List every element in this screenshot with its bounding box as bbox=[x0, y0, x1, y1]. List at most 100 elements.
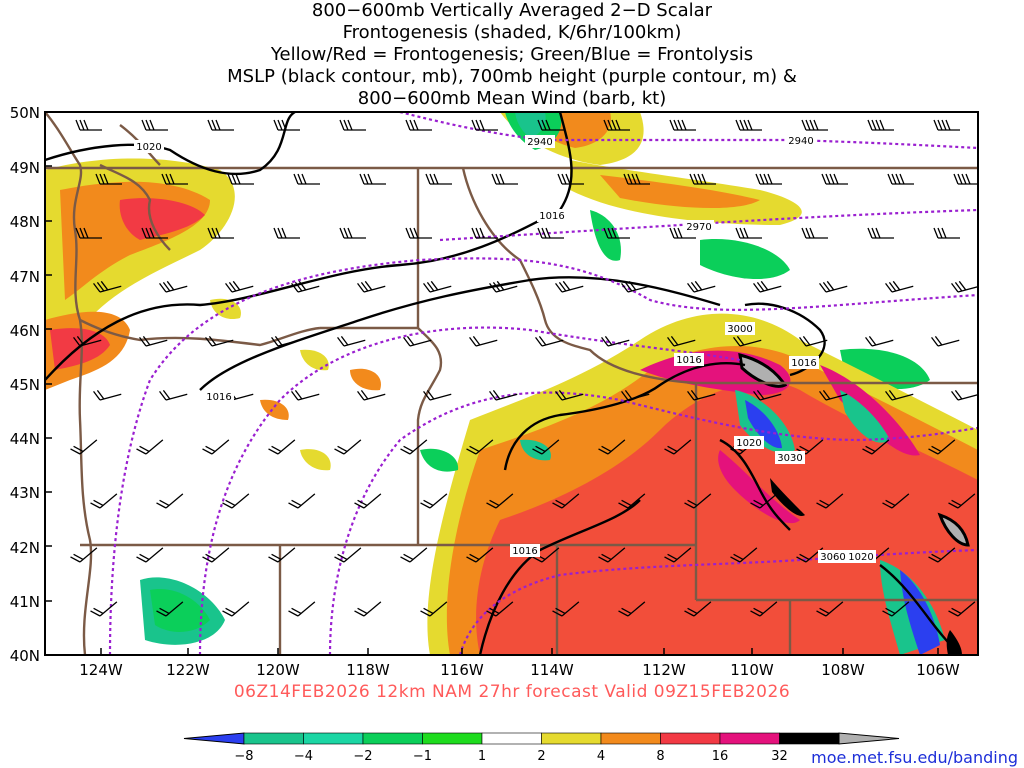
mslp-label: 1016 bbox=[676, 355, 701, 366]
latitude-labels: 50N 49N 48N 47N 46N 45N 44N 43N 42N 41N … bbox=[10, 104, 40, 665]
wind-barb bbox=[354, 601, 382, 617]
wind-barb bbox=[664, 439, 692, 455]
wind-barb bbox=[93, 280, 122, 293]
colorbar-swatch bbox=[660, 732, 721, 745]
wind-barb bbox=[928, 547, 956, 563]
wind-barb bbox=[202, 547, 230, 563]
title-line-4: MSLP (black contour, mb), 700mb height (… bbox=[227, 66, 797, 87]
wind-barb bbox=[618, 601, 646, 617]
colorbar-label: 4 bbox=[597, 749, 605, 764]
wind-barb bbox=[293, 173, 320, 185]
wind-barb bbox=[288, 493, 316, 509]
colorbar-label: 1 bbox=[478, 749, 486, 764]
lon-label: 124W bbox=[79, 661, 123, 679]
wind-barb bbox=[75, 227, 102, 239]
wind-barb bbox=[799, 335, 828, 347]
wind-barb bbox=[801, 119, 828, 131]
latitude-ticks bbox=[45, 111, 939, 655]
wind-barb bbox=[821, 173, 848, 185]
lat-label: 48N bbox=[10, 213, 40, 231]
lon-label: 122W bbox=[166, 661, 210, 679]
colorbar-arrow-high bbox=[838, 732, 900, 745]
lon-label: 112W bbox=[642, 661, 686, 679]
wind-barb bbox=[753, 280, 782, 293]
wind-barb bbox=[598, 547, 626, 563]
wind-barb bbox=[291, 389, 320, 401]
wind-barb bbox=[141, 227, 168, 239]
lon-label: 108W bbox=[821, 661, 865, 679]
wind-barb bbox=[816, 601, 844, 617]
wind-barb bbox=[669, 119, 696, 131]
colorbar-swatch bbox=[243, 732, 304, 745]
wind-barb bbox=[750, 493, 778, 509]
lon-label: 114W bbox=[530, 661, 574, 679]
lat-label: 41N bbox=[10, 593, 40, 611]
wind-barb bbox=[156, 601, 184, 617]
lon-label: 106W bbox=[916, 661, 960, 679]
colorbar-swatch bbox=[719, 732, 780, 745]
colorbar-swatch bbox=[779, 732, 840, 745]
wind-barb bbox=[953, 173, 978, 185]
wind-barb bbox=[334, 439, 362, 455]
wind-barb bbox=[753, 389, 782, 401]
wind-barb bbox=[136, 547, 164, 563]
wind-barb bbox=[684, 493, 712, 509]
state-borders bbox=[45, 112, 978, 655]
colorbar-label: −4 bbox=[294, 749, 313, 764]
mslp-label: 1016 bbox=[791, 358, 816, 369]
wind-barb bbox=[687, 389, 716, 401]
mslp-label: 1020 bbox=[848, 552, 873, 563]
colorbar: −8 −4 −2 −1 1 2 4 8 16 32 bbox=[183, 732, 900, 764]
wind-barb bbox=[339, 227, 366, 239]
title-line-1: 800−600mb Vertically Averaged 2−D Scalar bbox=[311, 0, 713, 21]
lat-label: 40N bbox=[10, 647, 40, 665]
wind-barb bbox=[885, 280, 914, 293]
wind-barb bbox=[621, 280, 650, 293]
height-label: 3030 bbox=[777, 453, 802, 464]
height-label: 2940 bbox=[788, 136, 813, 147]
wind-barb bbox=[733, 335, 762, 347]
height-label: 2970 bbox=[686, 222, 711, 233]
wind-barb bbox=[227, 173, 254, 185]
wind-barb bbox=[403, 335, 432, 347]
height-label: 2940 bbox=[527, 137, 552, 148]
wind-barb bbox=[735, 227, 762, 239]
wind-barb bbox=[933, 227, 960, 239]
wind-barb bbox=[865, 335, 894, 347]
wind-barb bbox=[816, 493, 844, 509]
wind-barb bbox=[931, 335, 960, 347]
wind-barb bbox=[222, 601, 250, 617]
wind-barb bbox=[141, 119, 168, 131]
credit-link[interactable]: moe.met.fsu.edu/banding bbox=[811, 748, 1018, 767]
wind-barb bbox=[70, 547, 98, 563]
mslp-label: 1020 bbox=[136, 142, 161, 153]
wind-barb bbox=[750, 601, 778, 617]
colorbar-swatch bbox=[422, 732, 483, 745]
mslp-contours bbox=[45, 112, 961, 655]
lat-label: 44N bbox=[10, 430, 40, 448]
wind-barb bbox=[75, 119, 102, 131]
wind-barb bbox=[423, 389, 452, 401]
wind-barb bbox=[271, 335, 300, 347]
wind-barb bbox=[471, 227, 498, 239]
wind-barb bbox=[819, 280, 848, 293]
wind-barb bbox=[867, 119, 894, 131]
wind-barb bbox=[139, 335, 168, 347]
wind-barb bbox=[207, 227, 234, 239]
wind-barb bbox=[420, 601, 448, 617]
wind-barb bbox=[532, 439, 560, 455]
wind-barb bbox=[537, 227, 564, 239]
wind-barb bbox=[552, 493, 580, 509]
wind-barb bbox=[885, 389, 914, 401]
wind-barb bbox=[159, 280, 188, 293]
wind-barb bbox=[730, 547, 758, 563]
colorbar-swatch bbox=[541, 732, 602, 745]
wind-barb bbox=[601, 335, 630, 347]
wind-barb bbox=[557, 173, 584, 185]
wind-barb bbox=[489, 280, 518, 293]
wind-barb bbox=[603, 227, 630, 239]
wind-barb bbox=[755, 173, 782, 185]
frontogenesis-shading bbox=[45, 112, 978, 655]
wind-barb bbox=[357, 280, 386, 293]
